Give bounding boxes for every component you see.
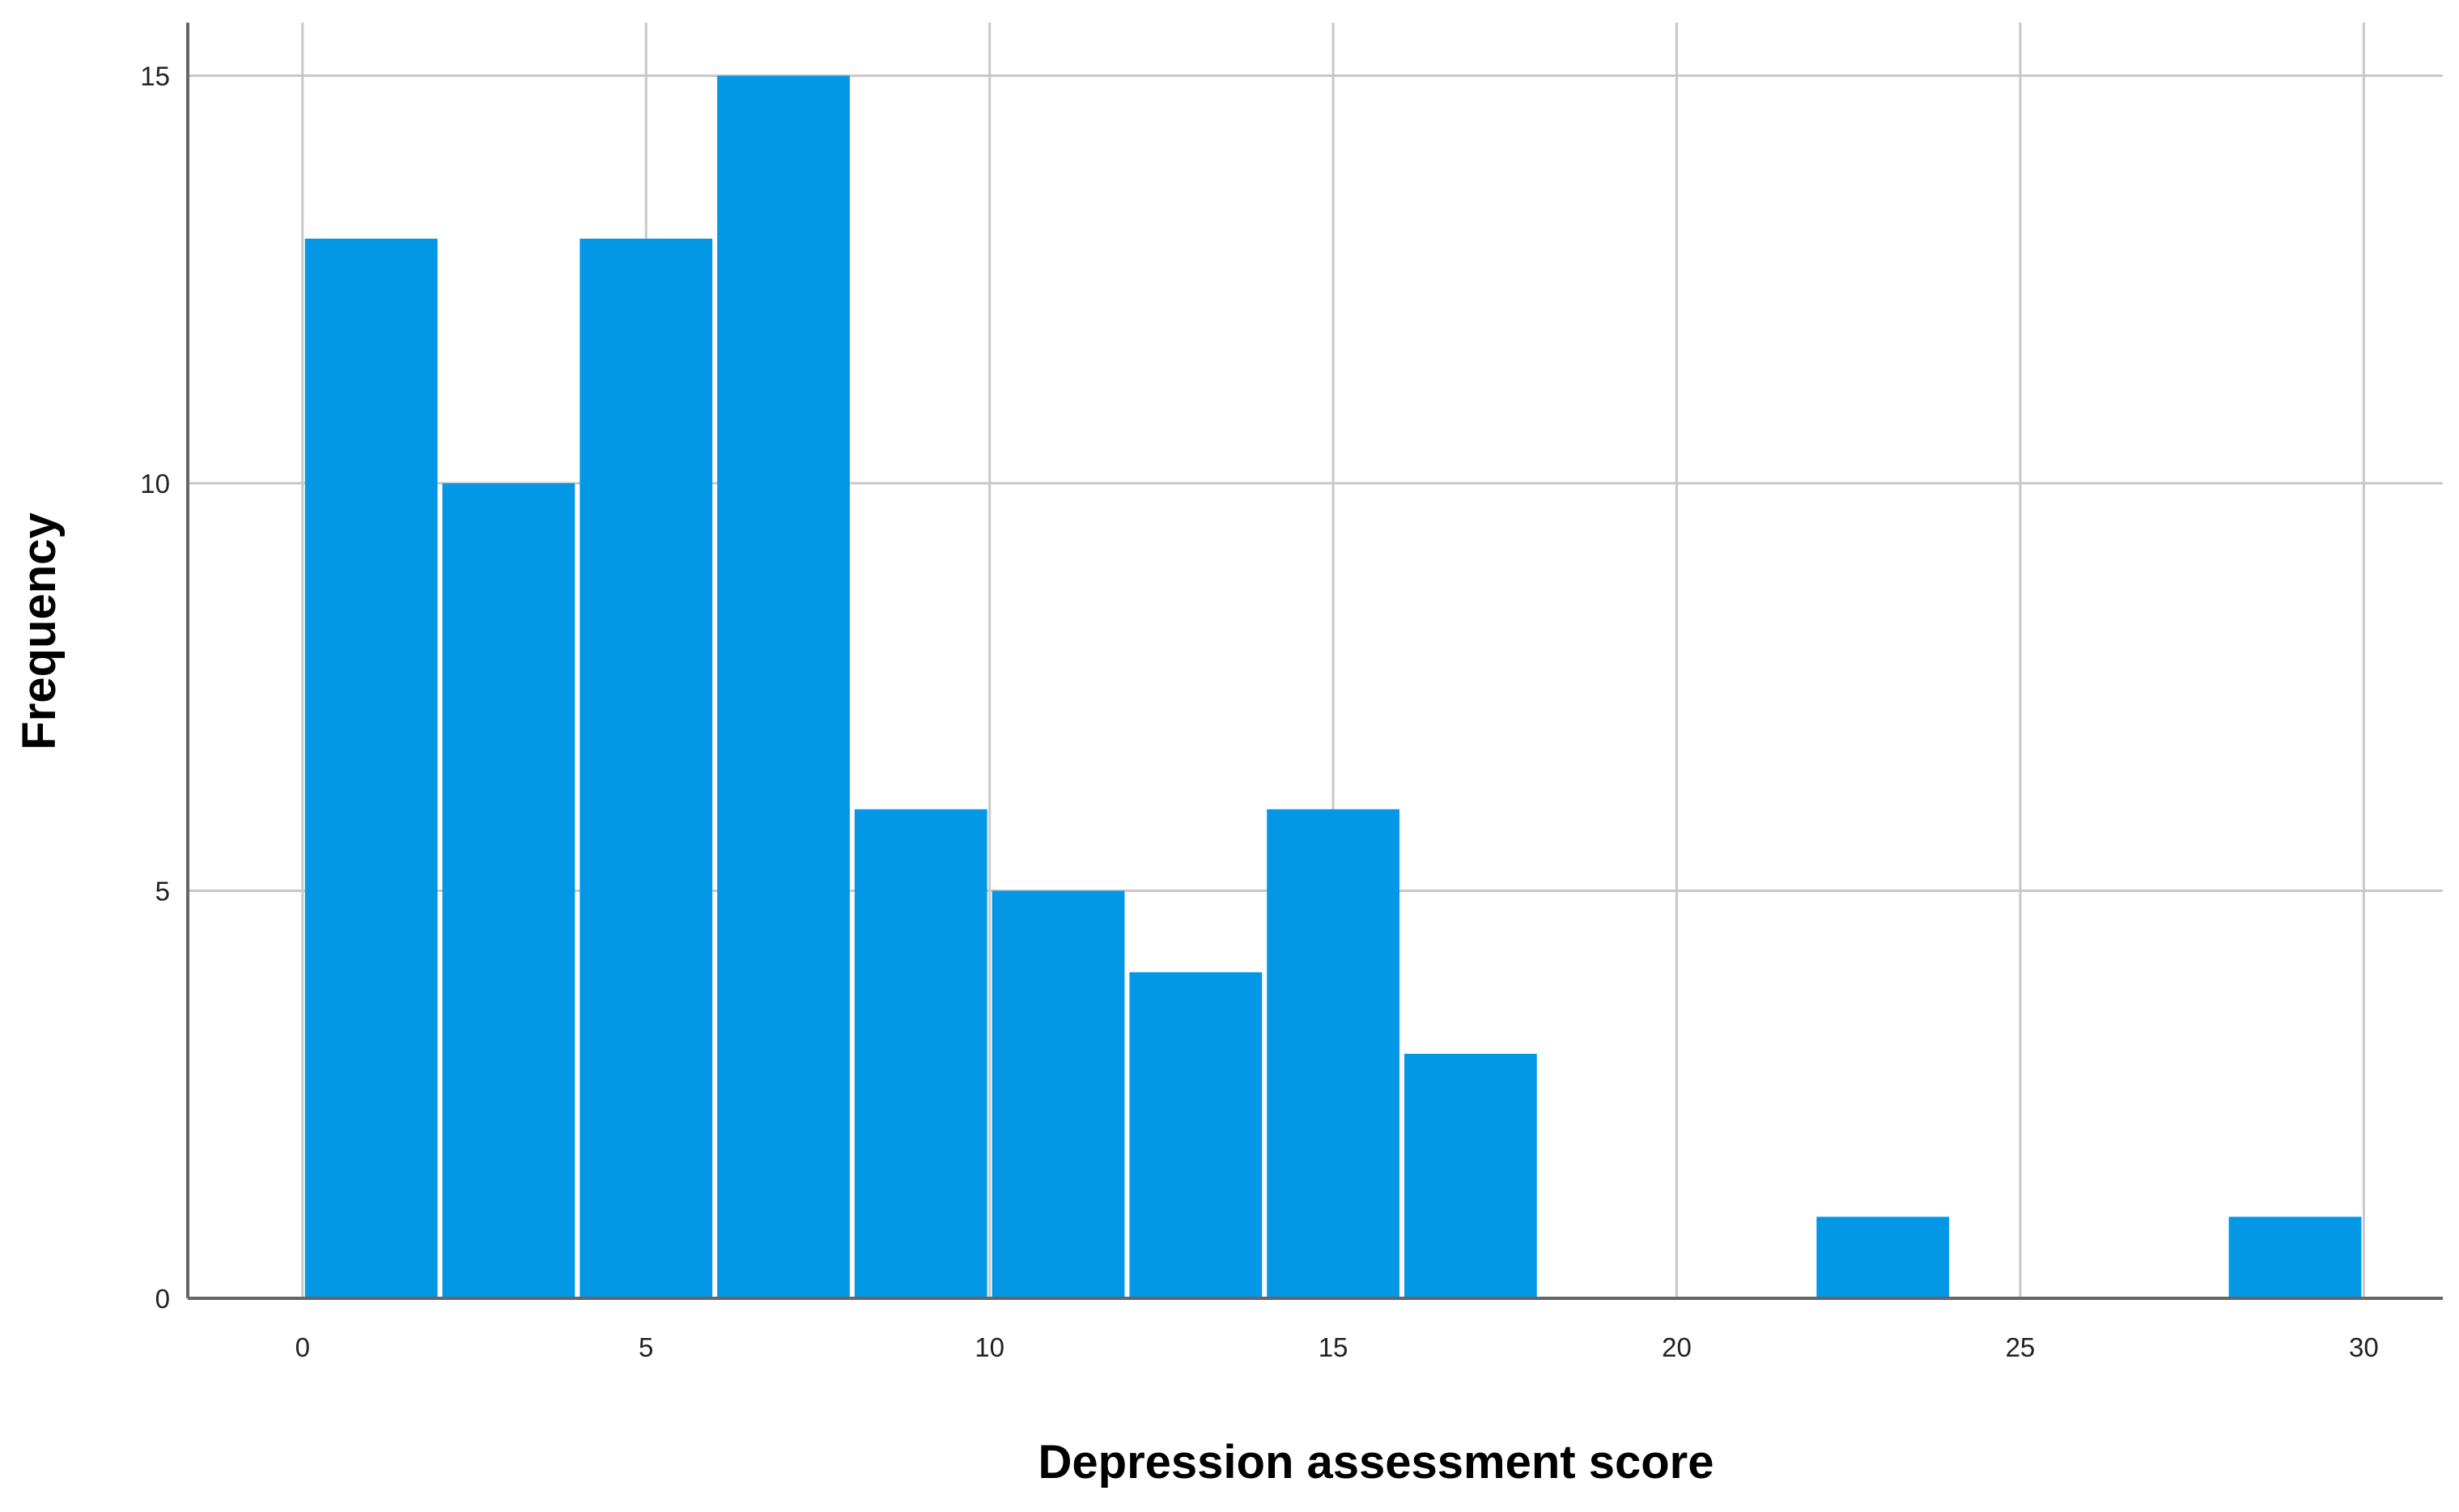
histogram-bar (442, 482, 575, 1298)
y-tick-labels: 0 5 10 15 (140, 61, 170, 1314)
histogram-bar (1267, 809, 1399, 1298)
x-tick-label: 0 (295, 1332, 310, 1362)
y-axis-title: Frequency (13, 512, 66, 750)
grid-lines (188, 23, 2443, 1298)
histogram-bar (580, 238, 713, 1299)
x-axis-title: Depression assessment score (1038, 1436, 1714, 1489)
histogram-bar (992, 890, 1125, 1298)
x-tick-label: 5 (639, 1332, 653, 1362)
x-tick-label: 10 (975, 1332, 1004, 1362)
histogram-bars (304, 75, 2362, 1299)
y-tick-label: 10 (140, 469, 170, 499)
y-tick-label: 15 (140, 61, 170, 91)
x-tick-label: 30 (2349, 1332, 2379, 1362)
x-tick-label: 15 (1319, 1332, 1348, 1362)
x-tick-label: 20 (1662, 1332, 1692, 1362)
y-tick-label: 0 (155, 1284, 170, 1314)
histogram-bar (1129, 972, 1263, 1298)
histogram-bar (717, 75, 850, 1298)
x-tick-label: 25 (2006, 1332, 2036, 1362)
histogram-bar (1404, 1053, 1537, 1298)
histogram-bar (304, 238, 438, 1299)
x-tick-labels: 0 5 10 15 20 25 30 (295, 1332, 2379, 1362)
histogram-bar (1816, 1217, 1950, 1298)
axes (186, 23, 2443, 1300)
y-tick-label: 5 (155, 876, 170, 906)
histogram-bar (2228, 1217, 2362, 1298)
histogram-bar (854, 809, 987, 1298)
